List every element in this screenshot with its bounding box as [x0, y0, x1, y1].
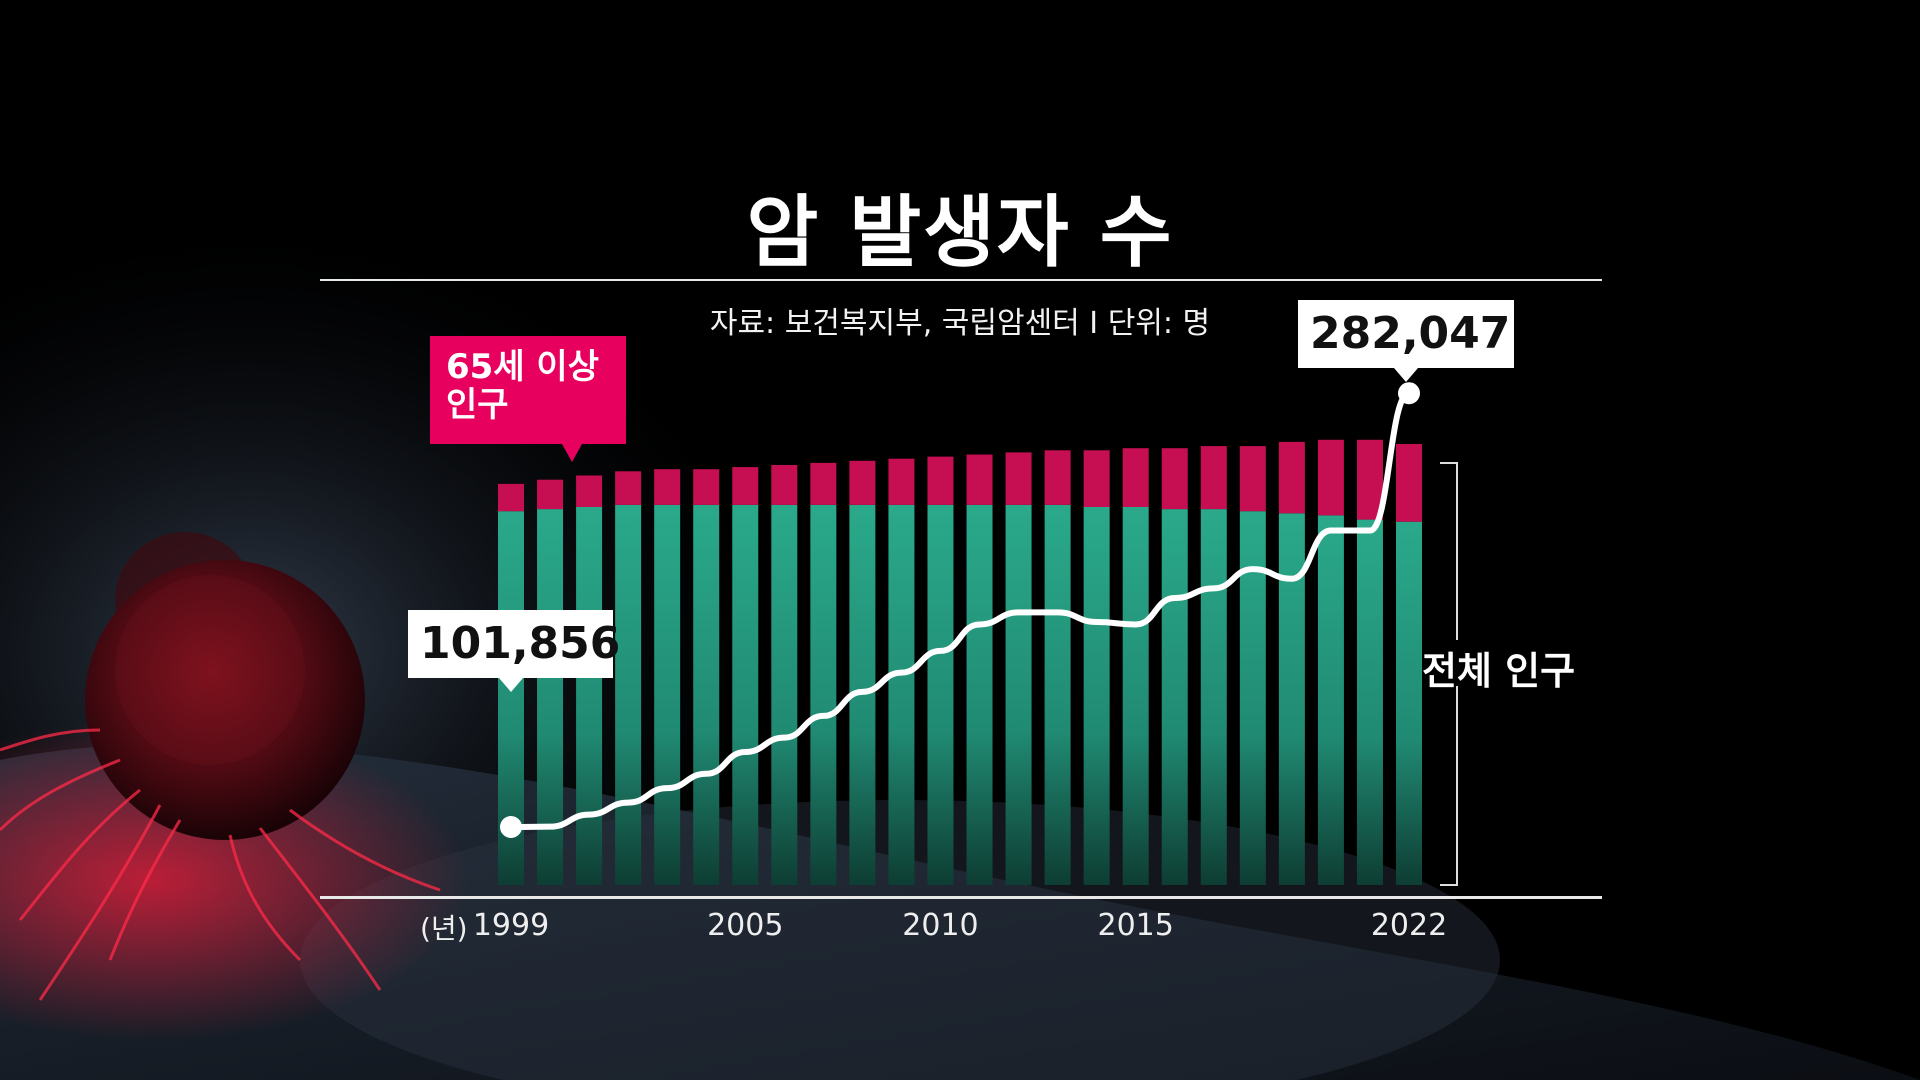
chart-title: 암 발생자 수	[746, 188, 1174, 278]
bar-total-2003	[654, 504, 681, 885]
cancer-cases-line	[510, 390, 1411, 831]
bar-elderly-2003	[654, 469, 681, 505]
bar-elderly-2017	[1200, 446, 1227, 510]
bar-elderly-2000	[537, 479, 564, 510]
bar-elderly-2016	[1161, 448, 1188, 510]
bar-total-2015	[1122, 507, 1149, 885]
bar-elderly-2018	[1239, 446, 1266, 512]
bar-total-2022	[1396, 521, 1422, 885]
bar-elderly-2002	[615, 471, 642, 505]
elderly-tag-line-2: 인구	[446, 385, 509, 425]
bar-total-2019	[1278, 513, 1305, 885]
bar-elderly-2010	[927, 456, 954, 505]
bar-elderly-2009	[888, 458, 915, 505]
bar-elderly-2015	[1122, 448, 1149, 507]
bar-elderly-2012	[1005, 452, 1032, 505]
callout-end-value: 282,047	[1298, 300, 1514, 382]
bar-total-2006	[771, 504, 798, 885]
callout-start-value: 101,856	[408, 610, 620, 692]
elderly-tag-line-1: 65세 이상	[446, 347, 599, 387]
bar-elderly-2004	[693, 469, 720, 505]
x-tick-2010: 2010	[902, 908, 979, 943]
bar-elderly-2021	[1356, 439, 1383, 520]
bar-total-2001	[576, 507, 603, 885]
x-tick-1999: 1999	[472, 908, 550, 943]
elderly-population-tag: 65세 이상 인구	[430, 336, 626, 462]
bar-total-2020	[1317, 515, 1344, 885]
bar-elderly-1999	[498, 483, 524, 512]
bar-elderly-2013	[1044, 450, 1071, 505]
bar-total-2011	[966, 504, 993, 885]
bar-total-2010	[927, 504, 954, 885]
bar-total-2002	[615, 504, 642, 885]
bar-total-2012	[1005, 504, 1032, 885]
title-divider	[320, 279, 1602, 281]
line-point-1999	[500, 816, 522, 839]
bar-elderly-2022	[1396, 444, 1422, 522]
line-point-2022	[1398, 382, 1420, 405]
bar-total-2009	[888, 504, 915, 885]
bar-total-2004	[693, 504, 720, 885]
bar-elderly-2011	[966, 454, 993, 505]
bar-total-2021	[1356, 519, 1383, 885]
x-tick-2022: 2022	[1370, 908, 1448, 943]
bar-elderly-2020	[1317, 439, 1344, 516]
x-tick-2005: 2005	[707, 908, 784, 943]
x-tick-2015: 2015	[1097, 908, 1174, 943]
bar-total-2014	[1083, 507, 1110, 885]
bracket-gap	[1450, 640, 1460, 686]
bar-elderly-2014	[1083, 450, 1110, 507]
bar-elderly-2005	[732, 467, 759, 505]
source-note: 자료: 보건복지부, 국립암센터 I 단위: 명	[709, 306, 1211, 341]
bar-elderly-2001	[576, 475, 603, 507]
x-axis-line	[320, 896, 1602, 899]
bar-total-2016	[1161, 509, 1188, 885]
bar-elderly-2008	[849, 460, 876, 505]
bar-total-2013	[1044, 504, 1071, 885]
bar-total-2000	[537, 509, 564, 885]
bar-elderly-2007	[810, 462, 837, 505]
bar-total-2005	[732, 504, 759, 885]
bar-total-2007	[810, 504, 837, 885]
year-unit-label: (년)	[420, 912, 468, 945]
total-population-label: 전체 인구	[1422, 649, 1576, 693]
bar-total-2017	[1200, 509, 1227, 885]
bar-elderly-2019	[1278, 441, 1305, 514]
bar-elderly-2006	[771, 465, 798, 505]
